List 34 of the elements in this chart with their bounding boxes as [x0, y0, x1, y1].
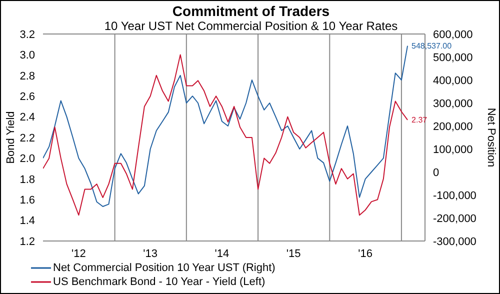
y-axis-title: Bond Yield — [4, 111, 17, 164]
y2-axis-title: Net Position — [485, 108, 498, 168]
y-tick-label: 2.0 — [20, 153, 35, 166]
y-tick-label: 3.0 — [20, 50, 35, 62]
y-tick-label: 2.2 — [20, 132, 35, 144]
y2-tick-label: 400,000 — [433, 74, 473, 87]
y-tick-label: 2.6 — [20, 91, 35, 104]
annotation: 548,537.00 — [412, 42, 452, 51]
chart-subtitle: 10 Year UST Net Commercial Position & 10 Year Rates — [104, 19, 398, 33]
annotation: 2.37 — [412, 116, 428, 125]
x-tick-label: '15 — [286, 248, 301, 260]
y2-tick-label: -100,000 — [433, 190, 476, 202]
y2-tick-label: 500,000 — [433, 52, 473, 64]
legend-label: US Benchmark Bond - 10 Year - Yield (Left) — [53, 276, 266, 288]
y-tick-label: 1.4 — [20, 215, 35, 228]
y2-tick-label: -200,000 — [433, 212, 476, 225]
x-tick-label: '13 — [143, 248, 158, 260]
x-tick-label: '16 — [358, 248, 373, 260]
y2-tick-label: 100,000 — [433, 144, 473, 156]
x-tick-label: '12 — [72, 248, 86, 260]
y2-tick-label: -300,000 — [433, 236, 476, 248]
y2-tick-label: 0 — [433, 166, 440, 179]
y-tick-label: 2.4 — [20, 112, 35, 124]
y-tick-label: 1.8 — [20, 174, 35, 186]
legend-label: Net Commercial Position 10 Year UST (Right) — [53, 262, 276, 274]
y-tick-label: 2.8 — [20, 70, 35, 82]
y2-tick-label: 200,000 — [433, 120, 473, 133]
y-tick-label: 1.2 — [20, 236, 35, 248]
y-tick-label: 3.2 — [20, 28, 35, 41]
chart-title: Commitment of Traders — [171, 3, 331, 19]
y-tick-label: 1.6 — [20, 194, 35, 207]
x-tick-label: '14 — [214, 248, 230, 260]
y2-tick-label: 300,000 — [433, 98, 473, 110]
y2-tick-label: 600,000 — [433, 28, 473, 41]
